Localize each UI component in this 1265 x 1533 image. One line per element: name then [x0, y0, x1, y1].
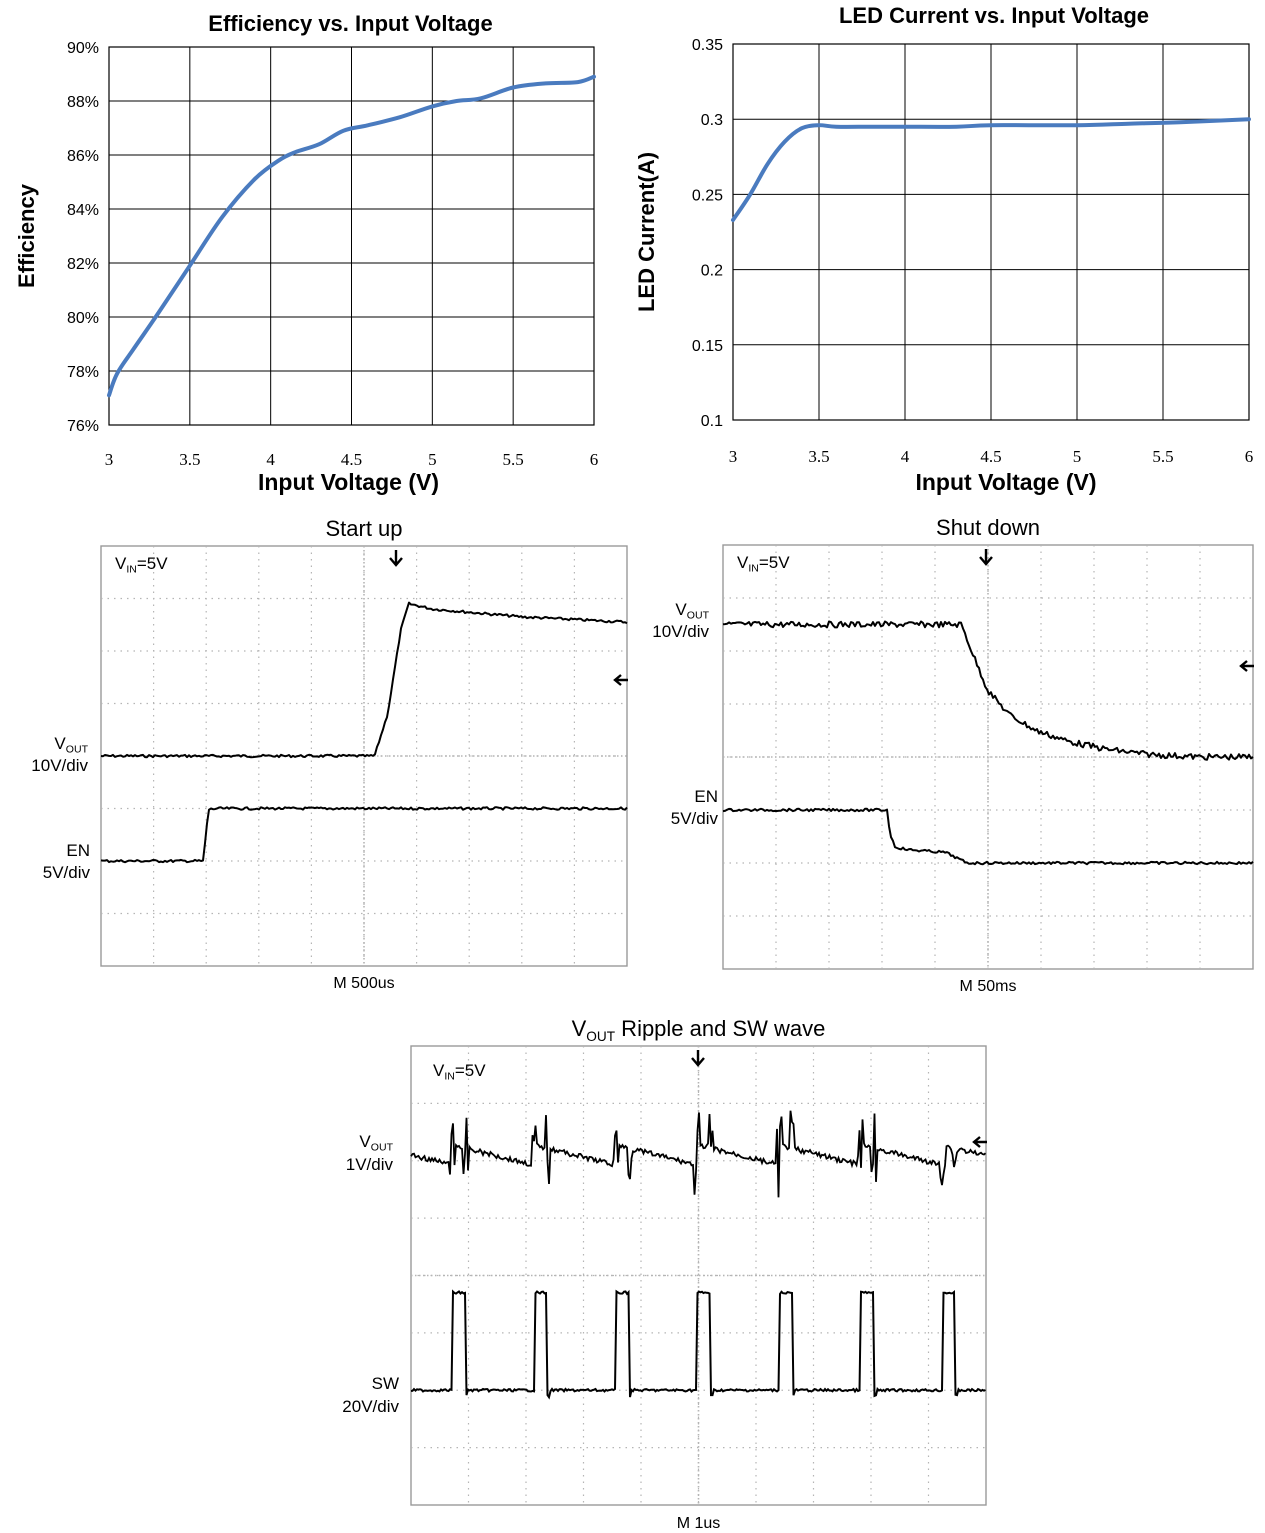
x-tick-label: 4.5 — [980, 447, 1001, 466]
y-tick-label: 0.2 — [701, 263, 723, 280]
y-axis-label: Efficiency — [14, 183, 39, 288]
x-axis-label: Input Voltage (V) — [258, 469, 439, 495]
x-tick-label: 6 — [1245, 447, 1254, 466]
x-tick-label: 3.5 — [808, 447, 829, 466]
channel-scale: 1V/div — [346, 1155, 394, 1174]
channel-name: VOUT — [675, 600, 709, 622]
channel-scale: 20V/div — [342, 1397, 399, 1416]
x-tick-label: 5.5 — [1152, 447, 1173, 466]
efficiency-chart: 3 3.5 4 4.5 5 5.5 6 76% 78% 80% 82% 84% 86% 88% 90% Eff… — [14, 11, 598, 495]
timebase-label: M 50ms — [960, 978, 1017, 995]
y-tick-label: 0.15 — [692, 338, 723, 355]
x-tick-label: 6 — [590, 450, 599, 469]
y-tick-label: 0.3 — [701, 112, 723, 129]
y-tick-label: 0.1 — [701, 413, 723, 430]
y-tick-label: 86% — [67, 148, 99, 165]
y-tick-label: 82% — [67, 256, 99, 273]
x-tick-label: 5 — [428, 450, 437, 469]
timebase-label: M 1us — [677, 1515, 721, 1532]
scope-title: Shut down — [936, 515, 1040, 540]
scope-title: VOUT Ripple and SW wave — [572, 1016, 826, 1044]
channel-scale: 10V/div — [31, 756, 88, 775]
channel-name: VOUT — [54, 734, 88, 756]
trigger-level-icon — [1239, 660, 1254, 672]
y-tick-label: 76% — [67, 418, 99, 435]
trace-out — [100, 601, 628, 759]
chart-title: Efficiency vs. Input Voltage — [208, 11, 492, 36]
channel-name: VOUT — [359, 1132, 393, 1154]
chart-title: LED Current vs. Input Voltage — [839, 3, 1149, 28]
x-tick-label: 5.5 — [503, 450, 524, 469]
y-tick-label: 0.25 — [692, 187, 723, 204]
channel-name: EN — [694, 787, 718, 806]
x-tick-label: 5 — [1073, 447, 1082, 466]
series-line — [107, 74, 596, 398]
y-tick-label: 90% — [67, 40, 99, 57]
x-tick-label: 4.5 — [341, 450, 362, 469]
vin-label: VIN=5V — [433, 1061, 486, 1083]
channel-scale: 10V/div — [652, 622, 709, 641]
led-current-chart: 3 3.5 4 4.5 5 5.5 6 0.1 0.15 0.2 0.25 0.3 0.35 LED Cu… — [634, 3, 1253, 495]
timebase-label: M 500us — [333, 975, 394, 992]
trace-en — [722, 807, 1254, 866]
channel-name: EN — [66, 841, 90, 860]
x-tick-label: 3.5 — [179, 450, 200, 469]
trigger-level-icon — [972, 1136, 987, 1148]
y-axis-label: LED Current(A) — [634, 152, 659, 312]
channel-scale: 5V/div — [43, 863, 91, 882]
vin-label: VIN=5V — [737, 553, 790, 575]
trigger-level-icon — [613, 674, 628, 686]
x-tick-label: 3 — [729, 447, 738, 466]
channel-name: SW — [372, 1374, 399, 1393]
trigger-position-icon — [691, 1050, 705, 1067]
x-tick-label: 4 — [901, 447, 910, 466]
trace-out — [722, 620, 1254, 761]
y-tick-label: 0.35 — [692, 37, 723, 54]
trace-vout — [410, 1110, 987, 1198]
y-tick-label: 80% — [67, 310, 99, 327]
scope-title: Start up — [325, 516, 402, 541]
y-tick-label: 88% — [67, 94, 99, 111]
ripple-scope: VOUT Ripple and SW wave VIN=5V M 1us VOUT1V… — [342, 1016, 987, 1532]
trace-sw — [410, 1289, 986, 1400]
y-tick-label: 78% — [67, 364, 99, 381]
series-line — [731, 117, 1251, 222]
trigger-position-icon — [979, 549, 993, 566]
x-tick-label: 3 — [105, 450, 114, 469]
x-tick-label: 4 — [266, 450, 275, 469]
trigger-position-icon — [389, 550, 403, 567]
channel-scale: 5V/div — [671, 809, 719, 828]
y-tick-label: 84% — [67, 202, 99, 219]
vin-label: VIN=5V — [115, 554, 168, 576]
trace-en — [100, 806, 628, 864]
x-axis-label: Input Voltage (V) — [915, 469, 1096, 495]
